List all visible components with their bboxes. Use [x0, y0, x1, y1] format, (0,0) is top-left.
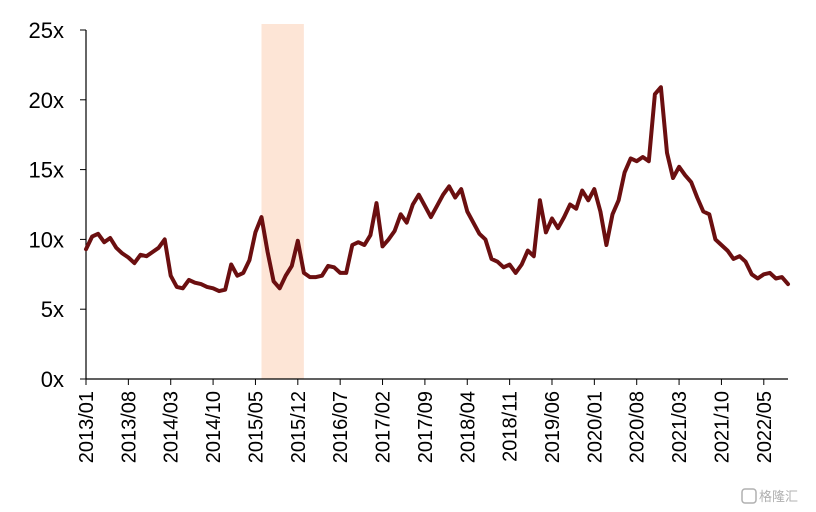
x-tick-label: 2020/01 — [584, 391, 606, 463]
y-tick-label: 0x — [41, 367, 64, 392]
watermark-text: 格隆汇 — [759, 489, 798, 505]
x-tick-label: 2014/10 — [203, 391, 225, 463]
watermark: 格隆汇 — [741, 488, 798, 505]
x-tick-layer: 2013/01 2013/08 2014/03 2014/10 2015/05 2015/… — [76, 379, 776, 463]
x-tick-label: 2013/01 — [76, 391, 98, 463]
x-tick-label: 2021/10 — [711, 391, 733, 463]
x-tick-label: 2014/03 — [161, 391, 183, 463]
y-tick-label: 15x — [29, 158, 64, 183]
axes — [85, 30, 788, 380]
x-tick-label: 2018/11 — [500, 391, 522, 462]
x-tick-label: 2019/06 — [542, 391, 564, 463]
x-tick-label: 2017/09 — [415, 391, 437, 463]
x-tick-label: 2016/07 — [330, 391, 352, 463]
watermark-logo-icon — [741, 488, 757, 504]
y-tick-label: 10x — [29, 227, 64, 252]
x-tick-label: 2022/05 — [754, 391, 776, 463]
x-tick-label: 2015/12 — [288, 391, 310, 463]
x-tick-label: 2015/05 — [245, 391, 267, 463]
x-tick-label: 2020/08 — [627, 391, 649, 463]
y-tick-label: 5x — [41, 297, 64, 322]
highlight-band-layer — [261, 24, 304, 379]
series-line — [84, 85, 790, 294]
y-tick-label: 20x — [29, 88, 64, 113]
y-tick-label: 25x — [29, 18, 64, 43]
series-layer — [84, 85, 790, 294]
x-tick-label: 2018/04 — [457, 391, 479, 463]
x-tick-label: 2013/08 — [118, 391, 140, 463]
x-tick-label: 2021/03 — [669, 391, 691, 463]
y-tick-layer: 0x 5x 10x 15x 20x 25x — [29, 18, 86, 392]
x-tick-label: 2017/02 — [373, 391, 395, 463]
highlight-band — [261, 24, 304, 379]
